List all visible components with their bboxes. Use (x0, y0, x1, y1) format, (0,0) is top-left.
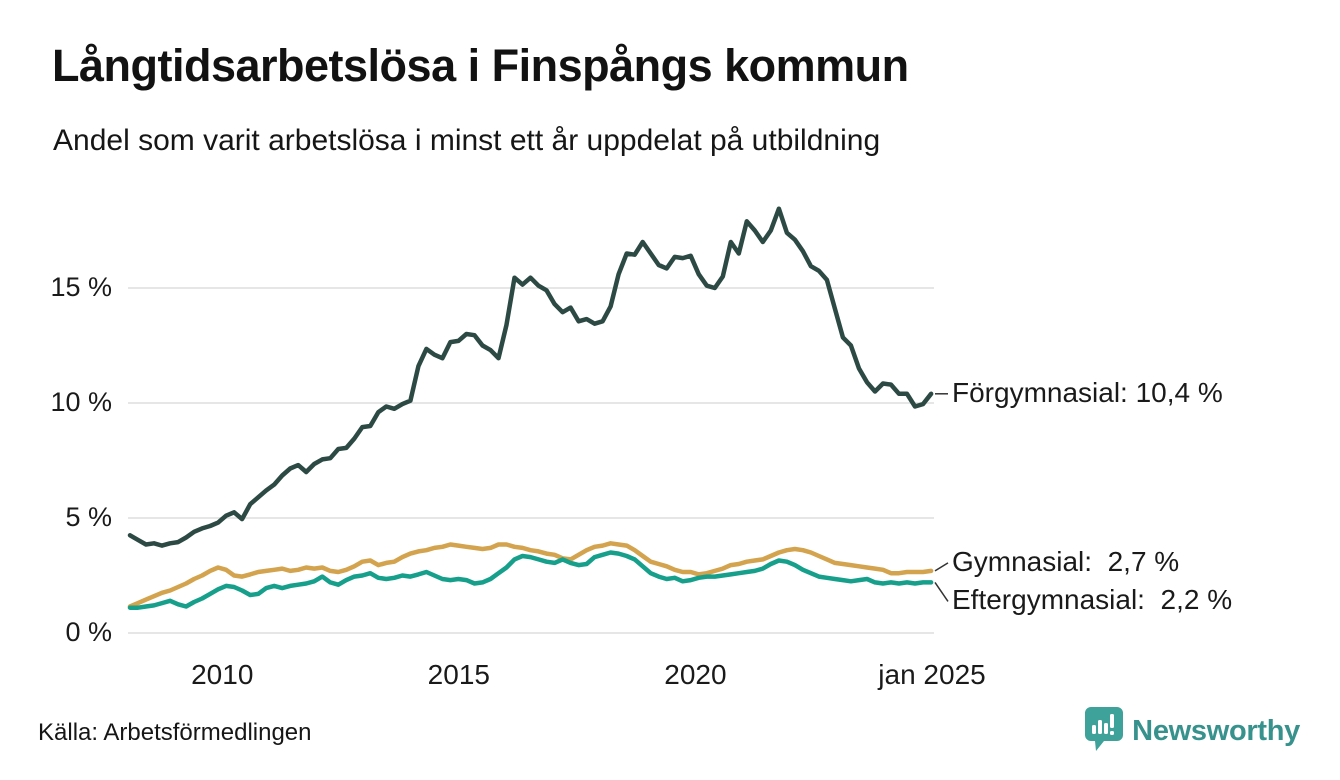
x-tick-jan-2025: jan 2025 (878, 659, 986, 690)
y-tick-5: 5 % (65, 502, 112, 532)
newsworthy-bubble-chart-icon (1084, 706, 1124, 757)
chart-subtitle: Andel som varit arbetslösa i minst ett å… (53, 124, 881, 157)
series-label-eftergymnasial: Eftergymnasial: 2,2 % (952, 584, 1233, 616)
x-tick-2010: 2010 (191, 659, 254, 690)
series-label-forgymnasial: Förgymnasial: 10,4 % (952, 376, 1223, 408)
y-tick-15: 15 % (50, 272, 112, 302)
label-connector-eftergymnasial (934, 581, 949, 602)
x-tick-2020: 2020 (664, 659, 727, 690)
newsworthy-wordmark: Newsworthy (1132, 715, 1300, 747)
line-gymnasial (127, 541, 934, 609)
y-tick-10: 10 % (50, 387, 112, 417)
line-förgymnasial (127, 206, 934, 548)
page-title: Långtidsarbetslösa i Finspångs kommun (52, 40, 909, 91)
label-connector-gymnasial (934, 562, 949, 572)
line-eftergymnasial (127, 550, 934, 610)
source-note: Källa: Arbetsförmedlingen (38, 719, 312, 746)
series-label-gymnasial: Gymnasial: 2,7 % (952, 545, 1180, 577)
newsworthy-logo: Newsworthy (1084, 706, 1300, 757)
y-tick-0: 0 % (65, 617, 112, 647)
x-tick-2015: 2015 (427, 659, 490, 690)
